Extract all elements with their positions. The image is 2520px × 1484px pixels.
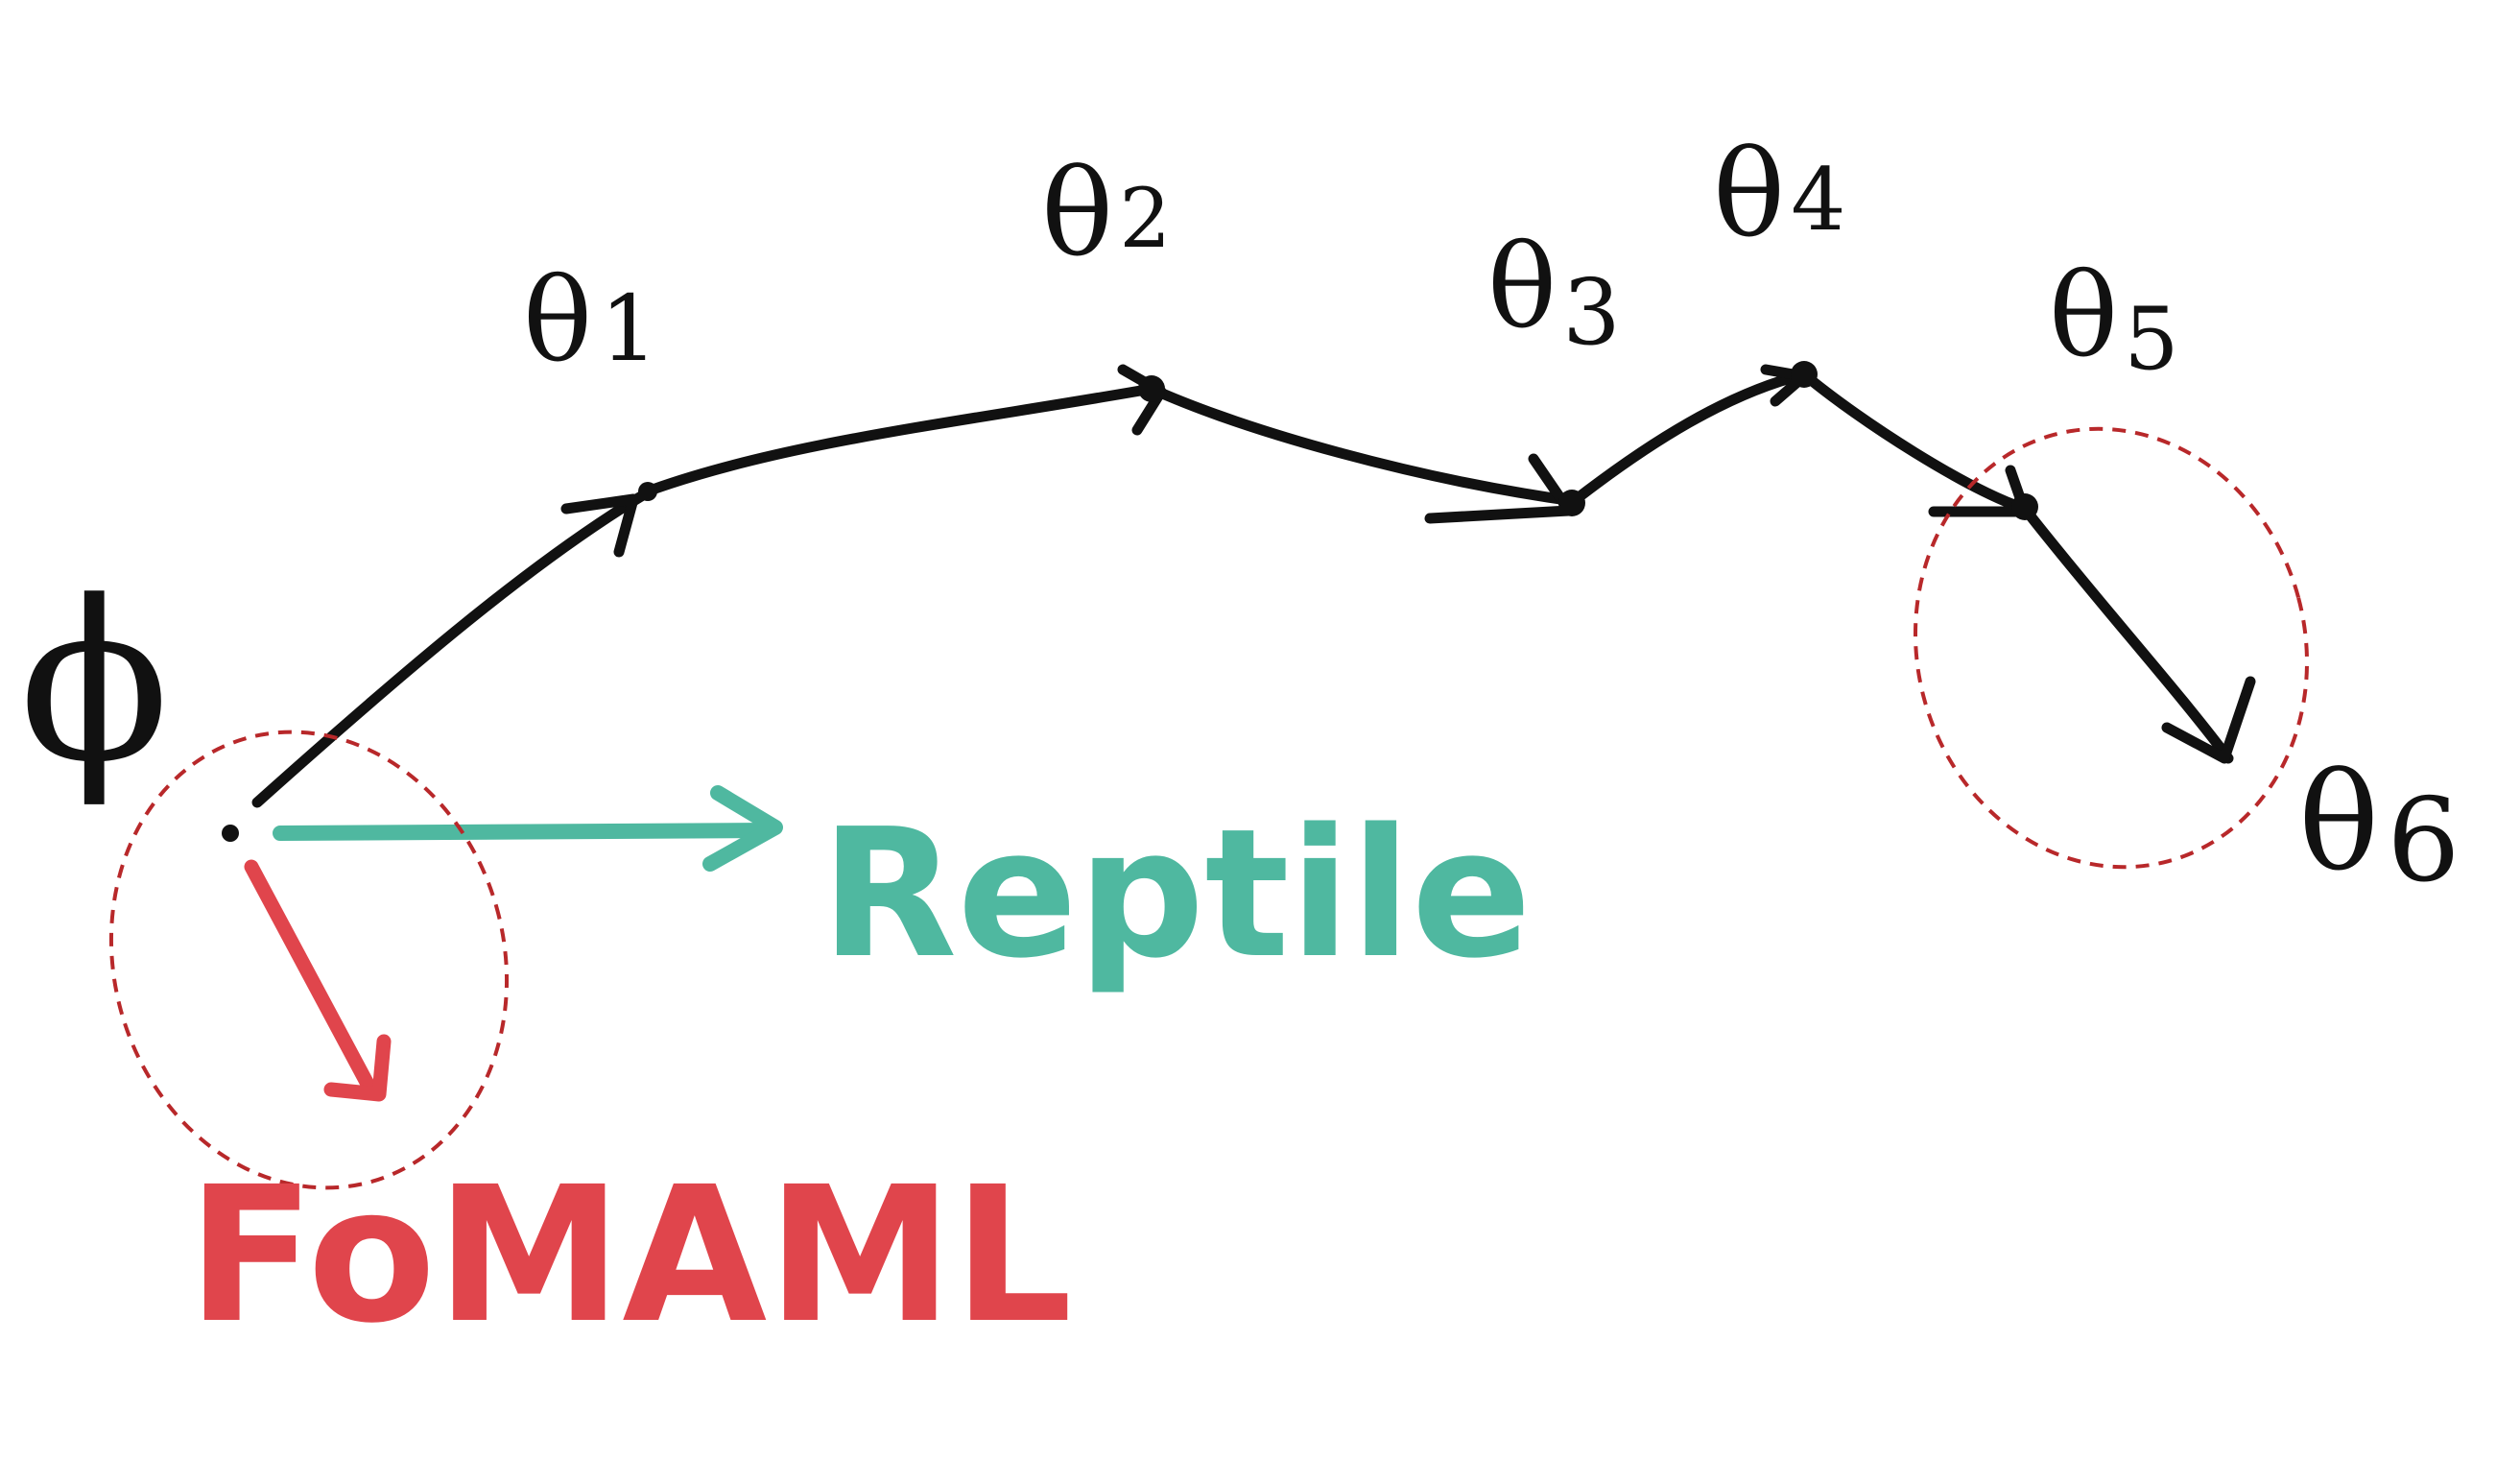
- phi-label: ϕ: [19, 555, 170, 811]
- fomaml-arrow-shaft: [244, 859, 377, 1095]
- theta-labels: θ1 θ2 θ3 θ4 θ5 θ6: [523, 125, 2461, 908]
- path-segment-theta1-theta2: [647, 383, 1157, 495]
- highlight-circle-end: [1914, 426, 2309, 870]
- highlight-circle-start: [108, 730, 510, 1190]
- path-segment-theta3-theta4: [1568, 369, 1810, 507]
- reptile-arrow-shaft: [273, 823, 775, 841]
- optimization-path: [251, 364, 2256, 808]
- theta-label-3: θ3: [1487, 221, 1621, 366]
- node-dot-phi: [222, 825, 239, 842]
- node-dot-theta1: [638, 482, 657, 501]
- highlight-circles: [108, 426, 2309, 1190]
- theta-label-5: θ5: [2049, 250, 2179, 390]
- theta-label-1: θ1: [523, 254, 658, 388]
- reptile-arrow: [273, 785, 783, 872]
- path-nodes: [222, 361, 2038, 842]
- arrowhead-theta6: [2161, 676, 2256, 764]
- fomaml-arrowhead: [323, 1034, 392, 1102]
- node-dot-theta3: [1558, 490, 1585, 516]
- node-dot-theta4: [1791, 361, 1818, 388]
- reptile-arrowhead: [702, 785, 783, 872]
- theta-label-2: θ2: [1041, 144, 1171, 283]
- path-segment-theta5-theta6: [2019, 503, 2234, 764]
- fomaml-arrow: [244, 859, 392, 1102]
- reptile-label: Reptile: [820, 790, 1532, 997]
- node-dot-theta5: [2011, 493, 2038, 520]
- theta-label-6: θ6: [2298, 745, 2461, 908]
- path-segment-theta4-theta5: [1798, 369, 2031, 515]
- fomaml-label: FoMAML: [187, 1146, 1073, 1364]
- path-segment-theta2-theta3: [1146, 383, 1580, 507]
- theta-label-4: θ4: [1713, 125, 1846, 264]
- path-segment-phi-theta1: [251, 484, 658, 808]
- node-dot-theta2: [1138, 375, 1165, 402]
- arrowhead-theta1: [560, 493, 639, 558]
